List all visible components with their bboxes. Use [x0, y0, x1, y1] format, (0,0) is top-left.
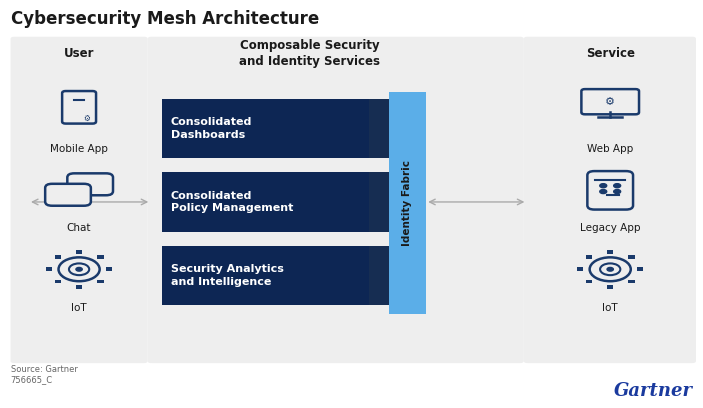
- Bar: [162, 99, 369, 158]
- Bar: [369, 246, 389, 305]
- FancyBboxPatch shape: [628, 255, 635, 259]
- Text: Mobile App: Mobile App: [50, 144, 108, 154]
- FancyBboxPatch shape: [577, 268, 583, 271]
- Text: Legacy App: Legacy App: [580, 224, 640, 233]
- Circle shape: [614, 184, 621, 188]
- Text: Composable Security
and Identity Services: Composable Security and Identity Service…: [239, 38, 380, 68]
- FancyBboxPatch shape: [586, 255, 592, 259]
- Bar: [162, 246, 369, 305]
- FancyBboxPatch shape: [524, 37, 696, 363]
- Bar: [369, 172, 389, 232]
- Bar: [162, 172, 369, 232]
- FancyBboxPatch shape: [628, 280, 635, 284]
- FancyBboxPatch shape: [55, 255, 61, 259]
- FancyBboxPatch shape: [607, 250, 614, 254]
- Circle shape: [600, 184, 607, 188]
- FancyBboxPatch shape: [46, 268, 52, 271]
- Text: Source: Gartner
756665_C: Source: Gartner 756665_C: [11, 365, 77, 385]
- Text: ⚙: ⚙: [605, 97, 615, 107]
- Bar: [389, 92, 426, 314]
- Text: ⚙: ⚙: [83, 114, 90, 123]
- FancyBboxPatch shape: [106, 268, 112, 271]
- FancyBboxPatch shape: [45, 184, 91, 206]
- FancyBboxPatch shape: [76, 250, 82, 254]
- Text: Security Analytics
and Intelligence: Security Analytics and Intelligence: [171, 264, 284, 286]
- FancyBboxPatch shape: [67, 173, 113, 195]
- Text: Consolidated
Policy Management: Consolidated Policy Management: [171, 191, 293, 213]
- Text: IoT: IoT: [71, 303, 87, 313]
- Text: Consolidated
Dashboards: Consolidated Dashboards: [171, 118, 252, 140]
- FancyBboxPatch shape: [637, 268, 643, 271]
- Text: IoT: IoT: [602, 303, 618, 313]
- Circle shape: [607, 268, 613, 271]
- FancyBboxPatch shape: [11, 37, 148, 363]
- Text: Chat: Chat: [67, 224, 91, 233]
- Text: Identity Fabric: Identity Fabric: [402, 160, 413, 246]
- Text: Cybersecurity Mesh Architecture: Cybersecurity Mesh Architecture: [11, 10, 318, 28]
- FancyBboxPatch shape: [607, 285, 614, 288]
- FancyBboxPatch shape: [76, 285, 82, 288]
- FancyBboxPatch shape: [586, 280, 592, 284]
- Text: User: User: [64, 47, 94, 60]
- Text: Service: Service: [586, 47, 635, 60]
- FancyBboxPatch shape: [97, 255, 103, 259]
- Circle shape: [76, 268, 82, 271]
- Circle shape: [600, 190, 607, 193]
- Text: Gartner: Gartner: [614, 382, 692, 400]
- Bar: [369, 99, 389, 158]
- FancyBboxPatch shape: [55, 280, 61, 284]
- Circle shape: [614, 190, 621, 193]
- Text: Web App: Web App: [587, 144, 633, 154]
- FancyBboxPatch shape: [97, 280, 103, 284]
- FancyBboxPatch shape: [148, 37, 524, 363]
